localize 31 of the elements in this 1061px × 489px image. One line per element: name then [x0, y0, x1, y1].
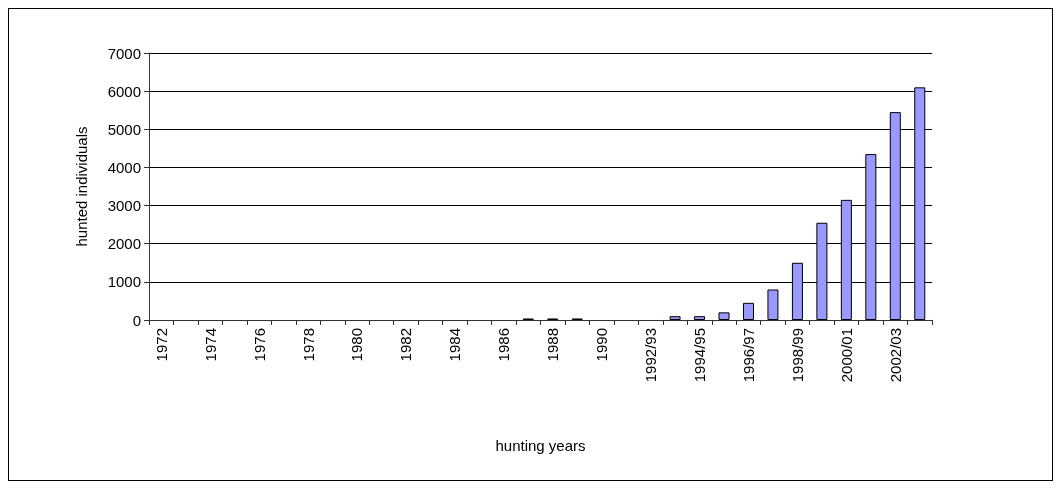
- x-tick-label: 1990: [593, 328, 611, 362]
- x-tick-label: 1982: [397, 328, 415, 362]
- x-tick-label: 1988: [544, 328, 562, 362]
- x-tick-label: 1972: [152, 328, 170, 362]
- x-tick-label: 1994/95: [691, 328, 709, 383]
- y-axis-title: hunted individuals: [73, 126, 90, 247]
- bar: [718, 312, 730, 320]
- bar: [742, 302, 754, 320]
- y-tick-label: 3000: [107, 197, 141, 215]
- x-tick-label: 1984: [446, 328, 464, 362]
- x-tick-label: 1974: [201, 328, 219, 362]
- x-tick-label: 1992/93: [642, 328, 660, 383]
- y-tick-label: 5000: [107, 120, 141, 138]
- x-tick-label: 1996/97: [739, 328, 757, 383]
- x-tick-label: 1998/99: [788, 328, 806, 383]
- y-tick-label: 6000: [107, 82, 141, 100]
- bar: [767, 289, 779, 320]
- bar: [694, 316, 706, 320]
- x-tick-label: 1976: [250, 328, 268, 362]
- x-tick-label: 1978: [299, 328, 317, 362]
- y-tick-label: 0: [132, 311, 141, 329]
- y-tick-label: 1000: [107, 273, 141, 291]
- y-tick-label: 7000: [107, 44, 141, 62]
- x-tick-label: 1986: [495, 328, 513, 362]
- x-axis-title: hunting years: [495, 437, 586, 454]
- x-tick-label: 2002/03: [886, 328, 904, 383]
- y-tick-label: 4000: [107, 158, 141, 176]
- bar: [669, 316, 681, 320]
- x-tick-label: 2000/01: [837, 328, 855, 383]
- x-tick-label: 1980: [348, 328, 366, 362]
- y-tick-label: 2000: [107, 235, 141, 253]
